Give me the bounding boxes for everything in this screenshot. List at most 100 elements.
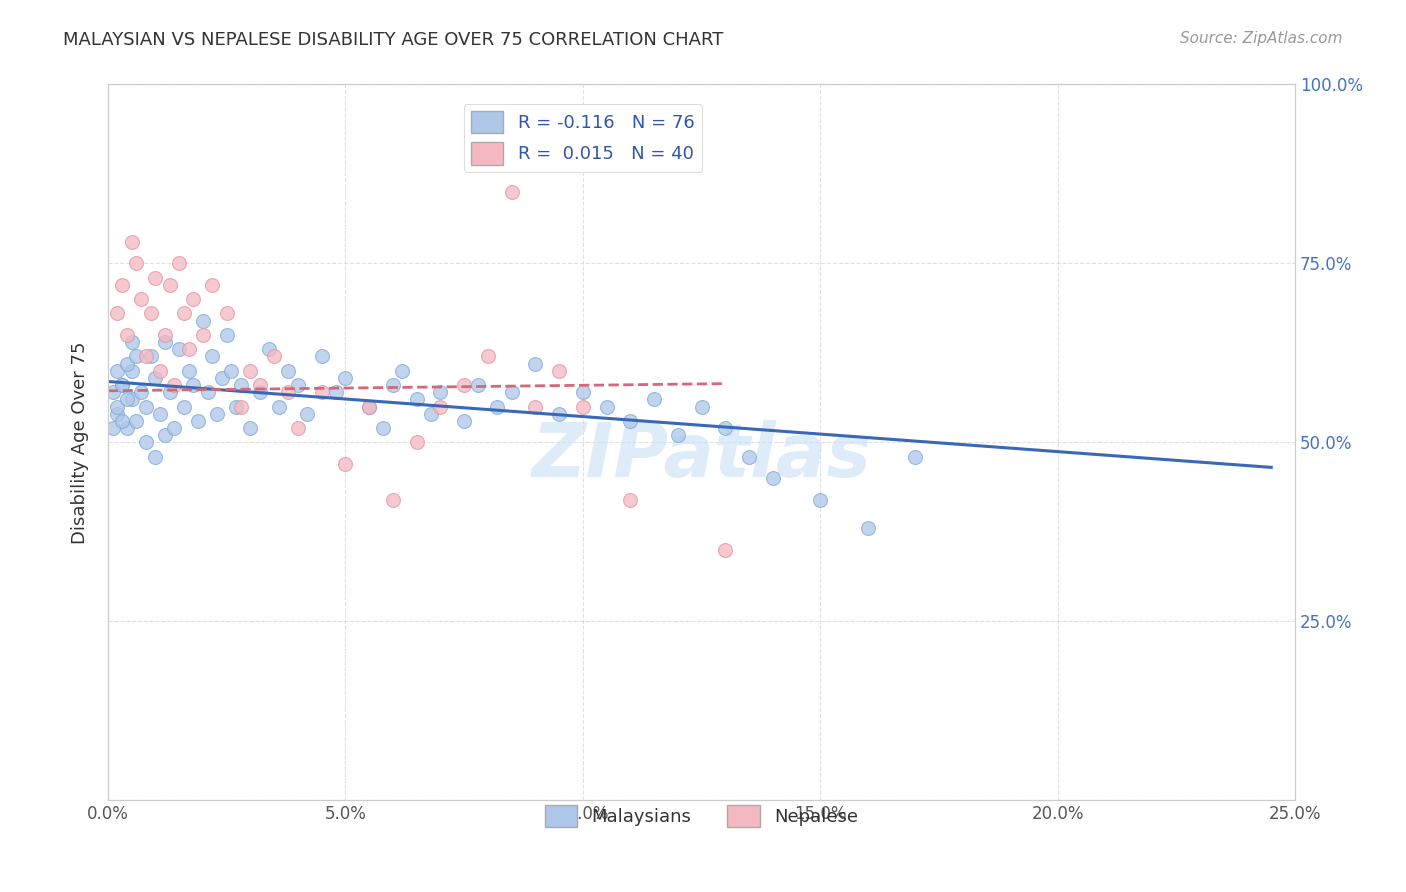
Point: [572, 385, 595, 400]
Point: [373, 421, 395, 435]
Point: [115, 328, 138, 343]
Point: [453, 414, 475, 428]
Point: [125, 350, 148, 364]
Point: [619, 492, 641, 507]
Point: [107, 364, 129, 378]
Point: [501, 385, 523, 400]
Point: [904, 450, 927, 464]
Point: [101, 421, 124, 435]
Point: [129, 292, 152, 306]
Point: [187, 414, 209, 428]
Point: [249, 378, 271, 392]
Point: [163, 421, 186, 435]
Point: [453, 378, 475, 392]
Point: [145, 450, 167, 464]
Point: [201, 350, 224, 364]
Point: [419, 407, 441, 421]
Point: [125, 414, 148, 428]
Point: [263, 350, 285, 364]
Point: [205, 407, 228, 421]
Point: [121, 392, 143, 407]
Point: [297, 407, 319, 421]
Point: [325, 385, 347, 400]
Point: [311, 385, 333, 400]
Point: [129, 385, 152, 400]
Point: [381, 492, 404, 507]
Point: [183, 378, 205, 392]
Point: [145, 371, 167, 385]
Point: [666, 428, 689, 442]
Point: [191, 328, 214, 343]
Point: [643, 392, 665, 407]
Point: [856, 521, 879, 535]
Point: [359, 400, 381, 414]
Point: [135, 350, 157, 364]
Point: [115, 392, 138, 407]
Point: [548, 407, 571, 421]
Point: [191, 313, 214, 327]
Point: [125, 256, 148, 270]
Point: [391, 364, 413, 378]
Point: [115, 421, 138, 435]
Point: [311, 350, 333, 364]
Point: [808, 492, 831, 507]
Point: [619, 414, 641, 428]
Point: [287, 378, 309, 392]
Point: [486, 400, 509, 414]
Point: [167, 343, 190, 357]
Point: [177, 343, 200, 357]
Legend: Malaysians, Nepalese: Malaysians, Nepalese: [537, 797, 866, 834]
Point: [738, 450, 761, 464]
Point: [215, 306, 238, 320]
Point: [215, 328, 238, 343]
Point: [239, 364, 262, 378]
Point: [690, 400, 713, 414]
Point: [259, 343, 281, 357]
Point: [335, 457, 357, 471]
Text: MALAYSIAN VS NEPALESE DISABILITY AGE OVER 75 CORRELATION CHART: MALAYSIAN VS NEPALESE DISABILITY AGE OVE…: [63, 31, 724, 49]
Point: [467, 378, 489, 392]
Point: [595, 400, 617, 414]
Point: [107, 306, 129, 320]
Point: [173, 306, 195, 320]
Point: [177, 364, 200, 378]
Point: [277, 364, 299, 378]
Point: [714, 542, 737, 557]
Point: [111, 414, 134, 428]
Point: [153, 428, 176, 442]
Point: [163, 378, 186, 392]
Point: [225, 400, 247, 414]
Point: [167, 256, 190, 270]
Text: Source: ZipAtlas.com: Source: ZipAtlas.com: [1180, 31, 1343, 46]
Point: [524, 357, 547, 371]
Point: [381, 378, 404, 392]
Point: [139, 306, 162, 320]
Point: [107, 400, 129, 414]
Point: [572, 400, 595, 414]
Point: [429, 400, 451, 414]
Point: [183, 292, 205, 306]
Point: [229, 378, 252, 392]
Point: [115, 357, 138, 371]
Point: [762, 471, 785, 485]
Point: [277, 385, 299, 400]
Point: [145, 270, 167, 285]
Point: [201, 277, 224, 292]
Point: [221, 364, 243, 378]
Point: [121, 235, 143, 249]
Point: [101, 385, 124, 400]
Point: [139, 350, 162, 364]
Point: [149, 364, 172, 378]
Point: [159, 277, 181, 292]
Point: [111, 378, 134, 392]
Text: ZIPatlas: ZIPatlas: [531, 420, 872, 493]
Point: [249, 385, 271, 400]
Point: [359, 400, 381, 414]
Point: [111, 277, 134, 292]
Point: [524, 400, 547, 414]
Point: [405, 392, 427, 407]
Point: [548, 364, 571, 378]
Point: [197, 385, 219, 400]
Point: [135, 400, 157, 414]
Point: [173, 400, 195, 414]
